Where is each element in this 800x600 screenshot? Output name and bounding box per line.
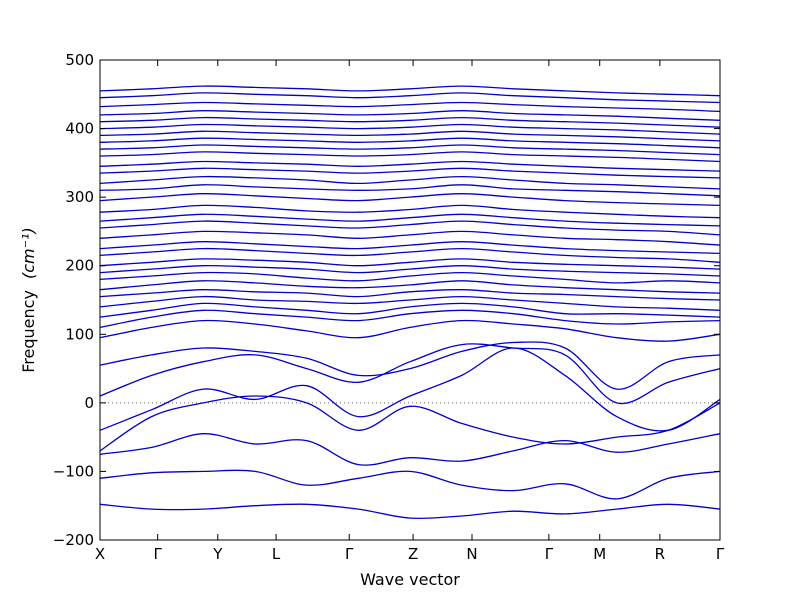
band-line-2	[99, 469, 721, 500]
band-line-1	[99, 503, 721, 520]
band-line-10	[99, 302, 721, 318]
x-tick-label: Γ	[545, 545, 554, 563]
band-line-11	[99, 295, 721, 311]
x-tick-label: Γ	[345, 545, 354, 563]
plot-frame	[99, 59, 721, 541]
x-axis-title: Wave vector	[360, 570, 460, 589]
band-line-4	[99, 395, 721, 452]
band-line-25	[99, 175, 721, 190]
band-line-24	[99, 184, 721, 197]
x-tick-label: Γ	[153, 545, 162, 563]
band-line-31	[99, 130, 721, 142]
band-line-3	[99, 433, 721, 466]
y-tick-label: 100	[65, 325, 94, 343]
y-tick-label: 200	[65, 257, 94, 275]
band-line-19	[99, 230, 721, 246]
band-line-12	[99, 289, 721, 301]
band-line-26	[99, 167, 721, 179]
band-line-30	[99, 137, 721, 149]
band-line-14	[99, 271, 721, 284]
y-axis-title-text: Frequency	[19, 290, 38, 373]
band-line-32	[99, 123, 721, 135]
x-tick-label: Y	[212, 545, 223, 563]
band-line-29	[99, 144, 721, 156]
band-line-17	[99, 247, 721, 263]
band-line-6	[99, 343, 721, 405]
x-tick-label: Γ	[716, 545, 725, 563]
band-line-15	[99, 264, 721, 277]
y-tick-label: −200	[53, 531, 94, 549]
band-line-7	[99, 341, 721, 390]
band-line-22	[99, 204, 721, 219]
band-line-36	[99, 92, 721, 104]
band-line-27	[99, 160, 721, 172]
series-layer	[99, 85, 721, 520]
band-line-35	[99, 101, 721, 113]
x-tick-label: M	[593, 545, 606, 563]
x-tick-label: Z	[408, 545, 418, 563]
band-line-20	[99, 220, 721, 236]
x-tick-label: R	[655, 545, 665, 563]
y-tick-label: 500	[65, 51, 94, 69]
x-tick-label: L	[272, 545, 281, 563]
band-line-13	[99, 280, 721, 294]
band-line-9	[99, 309, 721, 329]
band-line-28	[99, 151, 721, 163]
band-line-34	[99, 110, 721, 121]
y-tick-label: −100	[53, 462, 94, 480]
y-tick-label: 300	[65, 188, 94, 206]
band-line-16	[99, 258, 721, 270]
band-line-8	[99, 319, 721, 342]
x-tick-label: N	[466, 545, 477, 563]
x-tick-label: X	[95, 545, 105, 563]
band-line-21	[99, 213, 721, 227]
tick-layer: −200 −100 0 100 200 300 400 500 X Γ Y L Γ Z N Γ M R Γ	[53, 51, 725, 563]
band-line-37	[99, 85, 721, 97]
band-line-33	[99, 116, 721, 128]
band-line-5	[99, 347, 721, 432]
y-tick-label: 0	[84, 394, 94, 412]
y-axis-title-unit: (cm⁻¹)	[19, 227, 38, 279]
band-line-23	[99, 193, 721, 207]
band-line-18	[99, 241, 721, 255]
y-axis-title: Frequency (cm⁻¹)	[19, 227, 38, 372]
y-tick-label: 400	[65, 120, 94, 138]
